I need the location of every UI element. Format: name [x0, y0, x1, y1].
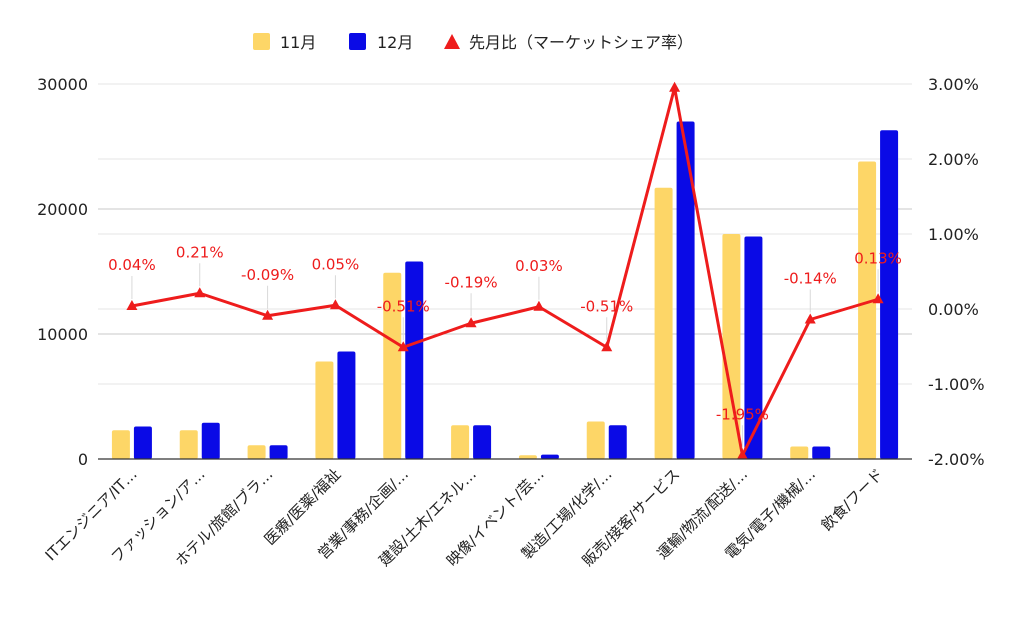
line-marker [465, 317, 477, 328]
bar-12月 [880, 130, 899, 459]
bar-11月 [111, 430, 130, 459]
bar-11月 [790, 446, 809, 459]
legend: 11月 12月 先月比（マーケットシェア率） [253, 33, 693, 52]
axes: 0 10000 20000 30000 -2.00% -1.00% 0.00% 1.00% 2.… [37, 75, 985, 469]
legend-label: 11月 [280, 33, 316, 52]
bar-12月 [608, 425, 627, 459]
y-left-tick-label: 0 [78, 450, 88, 469]
data-label: 0.13% [854, 249, 902, 267]
line-marker [669, 81, 681, 92]
bar-11月 [247, 445, 266, 459]
legend-label: 12月 [377, 33, 413, 52]
bar-12月 [133, 426, 152, 459]
bar-11月 [722, 234, 741, 459]
category-labels: ITエンジニア/IT…ファッション/ア…ホテル/旅館/ブラ…医療/医薬/福祉営業… [42, 465, 887, 570]
data-label: -1.95% [716, 405, 769, 423]
bar-12月 [676, 121, 695, 459]
bar-12月 [337, 351, 356, 459]
legend-label: 先月比（マーケットシェア率） [469, 33, 693, 52]
legend-swatch [253, 33, 270, 50]
line-marker [262, 309, 274, 320]
line-marker [194, 287, 206, 298]
y-left-tick-label: 30000 [37, 75, 88, 94]
line-marker [872, 293, 884, 304]
data-label: -0.51% [377, 297, 430, 315]
line-marker [804, 313, 816, 324]
bar-12月 [744, 236, 763, 459]
data-label: 0.05% [312, 255, 360, 273]
bars [111, 121, 899, 459]
bar-11月 [518, 455, 537, 459]
data-label: -0.19% [445, 273, 498, 291]
line-marker [601, 341, 613, 352]
bar-12月 [201, 422, 220, 459]
line-marker [126, 300, 138, 310]
bar-12月 [812, 446, 831, 459]
y-right-tick-label: 2.00% [928, 150, 979, 169]
bar-11月 [858, 161, 877, 459]
line-series: 0.04% 0.21% -0.09% 0.05% -0.51% -0.19% 0.03% -0… [108, 81, 902, 460]
line-marker [397, 341, 409, 352]
y-right-tick-label: -2.00% [928, 450, 985, 469]
bar-11月 [179, 430, 198, 459]
y-left-tick-label: 10000 [37, 325, 88, 344]
data-label: 0.21% [176, 243, 224, 261]
y-right-tick-label: 1.00% [928, 225, 979, 244]
bar-12月 [540, 454, 559, 459]
bar-12月 [405, 261, 424, 459]
data-label: 0.03% [515, 257, 563, 275]
line-marker [533, 300, 545, 311]
bar-11月 [383, 272, 402, 459]
legend-swatch [349, 33, 366, 50]
y-right-tick-label: 3.00% [928, 75, 979, 94]
bar-11月 [586, 421, 605, 459]
legend-marker [444, 34, 460, 49]
line-marker [736, 449, 748, 460]
bar-11月 [654, 187, 673, 459]
data-label: -0.51% [580, 297, 633, 315]
bar-11月 [315, 361, 334, 459]
bar-12月 [269, 445, 288, 459]
y-right-tick-label: 0.00% [928, 300, 979, 319]
y-right-tick-label: -1.00% [928, 375, 985, 394]
y-left-tick-label: 20000 [37, 200, 88, 219]
data-label: 0.04% [108, 256, 156, 274]
category-label: 飲食/フード [818, 465, 887, 534]
bar-11月 [451, 425, 470, 459]
bar-12月 [473, 425, 492, 459]
data-label: -0.09% [241, 266, 294, 284]
data-label: -0.14% [784, 270, 837, 288]
line-marker [329, 299, 341, 310]
line-path [131, 86, 879, 457]
